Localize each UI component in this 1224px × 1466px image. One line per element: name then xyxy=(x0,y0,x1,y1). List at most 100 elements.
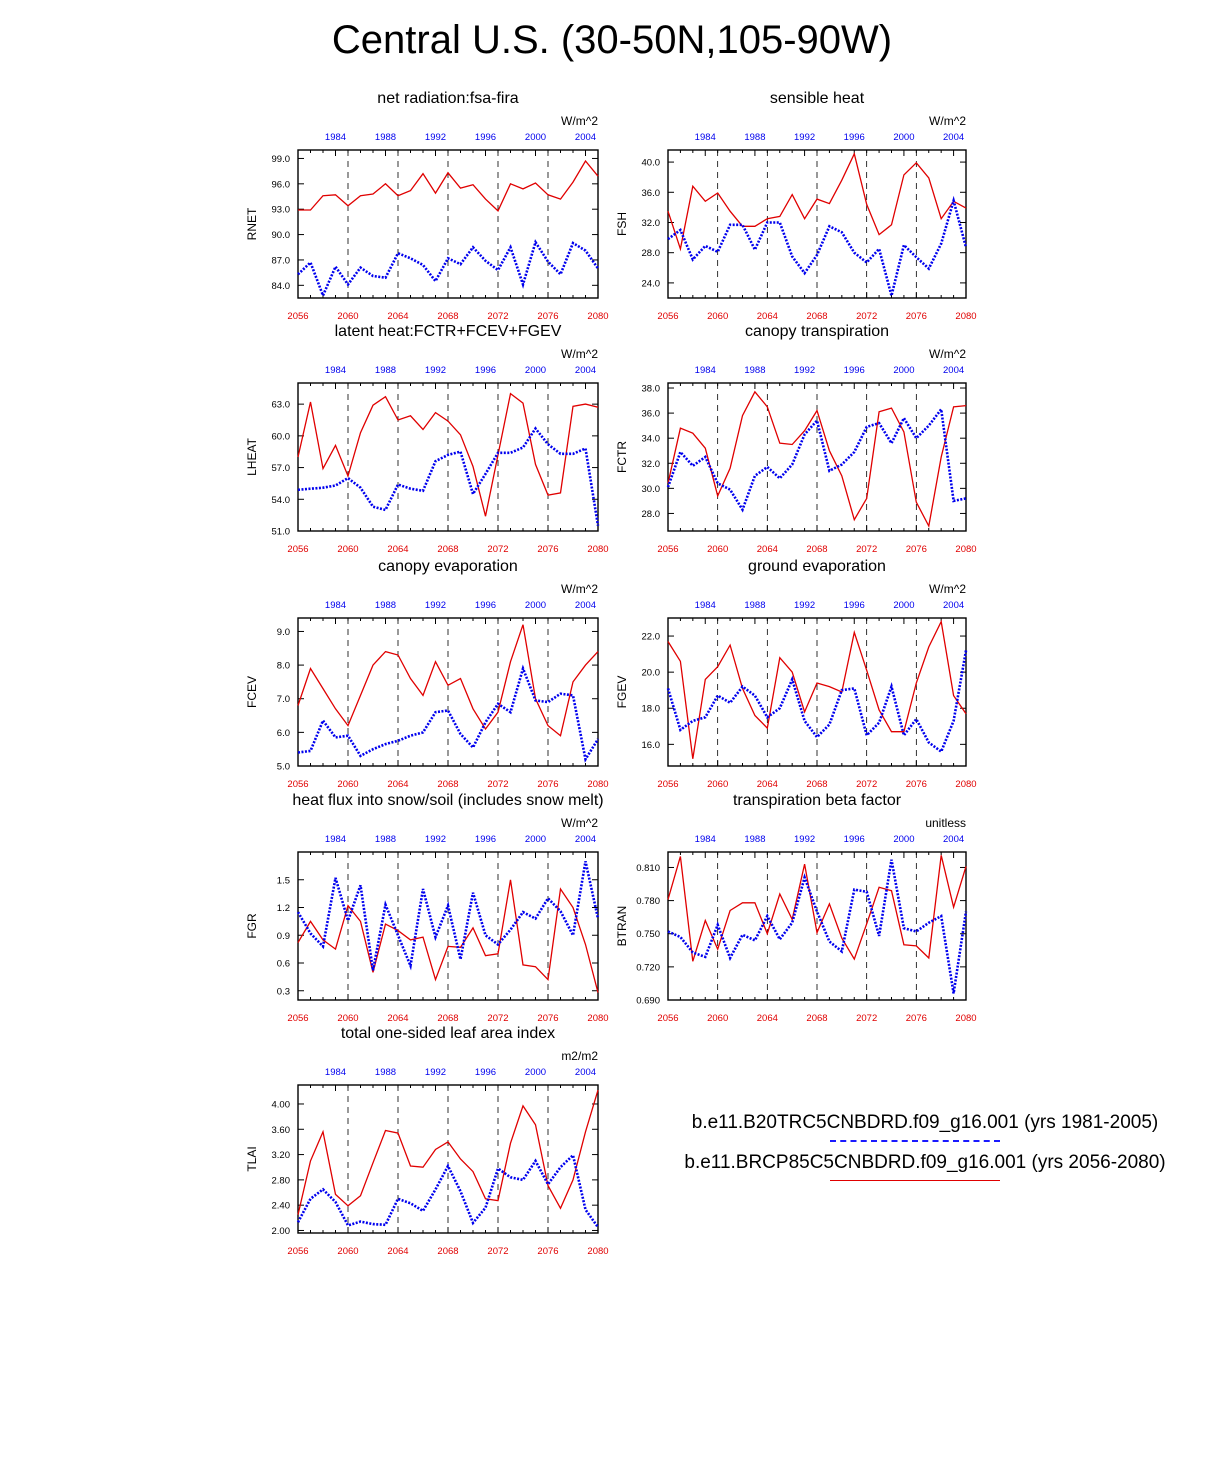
x-tick-label-hist: 1992 xyxy=(794,365,815,376)
series-line-future xyxy=(667,390,967,528)
x-tick-label-future: 2056 xyxy=(657,779,678,790)
series-line-hist xyxy=(297,664,600,763)
x-tick-label-hist: 1988 xyxy=(375,132,396,143)
x-tick-label-hist: 1984 xyxy=(695,132,716,143)
y-tick-label: 1.2 xyxy=(277,903,290,914)
y-tick-label: 3.60 xyxy=(272,1125,291,1136)
y-tick-label: 57.0 xyxy=(272,463,291,474)
y-axis-label: FGEV xyxy=(615,676,629,709)
y-tick-label: 54.0 xyxy=(272,495,291,506)
x-tick-label-hist: 2004 xyxy=(575,365,596,376)
y-tick-label: 3.20 xyxy=(272,1150,291,1161)
x-tick-label-hist: 2004 xyxy=(943,365,964,376)
y-tick-label: 0.780 xyxy=(636,896,660,907)
units-label: W/m^2 xyxy=(929,582,966,596)
y-tick-label: 63.0 xyxy=(272,400,291,411)
x-tick-label-hist: 1992 xyxy=(794,600,815,611)
x-tick-label-hist: 1984 xyxy=(325,600,346,611)
x-tick-label-future: 2072 xyxy=(487,544,508,555)
x-tick-label-future: 2060 xyxy=(707,311,728,322)
units-label: W/m^2 xyxy=(561,114,598,128)
y-tick-label: 16.0 xyxy=(642,740,661,751)
x-tick-label-future: 2080 xyxy=(587,1013,608,1024)
y-tick-label: 40.0 xyxy=(642,158,661,169)
x-tick-label-future: 2072 xyxy=(856,311,877,322)
chart-panel: canopy transpiration W/m^2 FCTR 2056 2060 206… xyxy=(615,323,977,555)
legend-hist-label: b.e11.B20TRC5CNBDRD.f09_g16.001 (yrs 198… xyxy=(691,1112,1159,1133)
x-tick-label-future: 2076 xyxy=(537,544,558,555)
y-tick-label: 20.0 xyxy=(642,668,661,679)
series-line-hist xyxy=(296,861,600,971)
x-tick-label-future: 2076 xyxy=(906,544,927,555)
y-tick-label: 9.0 xyxy=(277,627,290,638)
figure-title: Central U.S. (30-50N,105-90W) xyxy=(331,18,893,62)
x-tick-label-future: 2064 xyxy=(757,779,778,790)
x-tick-label-future: 2076 xyxy=(906,311,927,322)
x-tick-label-future: 2080 xyxy=(955,779,976,790)
x-tick-label-hist: 2004 xyxy=(943,600,964,611)
x-tick-label-future: 2060 xyxy=(707,779,728,790)
y-tick-label: 32.0 xyxy=(642,459,661,470)
x-tick-label-future: 2080 xyxy=(955,544,976,555)
chart-panel: transpiration beta factor unitless BTRAN 20… xyxy=(615,792,977,1024)
x-tick-label-hist: 1988 xyxy=(375,834,396,845)
x-tick-label-future: 2056 xyxy=(287,779,308,790)
y-tick-label: 96.0 xyxy=(272,179,291,190)
legend-future-line xyxy=(830,1180,1000,1181)
x-tick-label-future: 2068 xyxy=(437,1013,458,1024)
y-tick-label: 28.0 xyxy=(642,248,661,259)
chart-title: latent heat:FCTR+FCEV+FGEV xyxy=(335,323,562,340)
x-tick-label-future: 2076 xyxy=(537,1246,558,1257)
x-tick-label-hist: 2000 xyxy=(893,365,914,376)
y-tick-label: 4.00 xyxy=(272,1099,291,1110)
x-tick-label-future: 2080 xyxy=(587,1246,608,1257)
y-tick-label: 18.0 xyxy=(642,704,661,715)
x-tick-label-future: 2056 xyxy=(287,1013,308,1024)
x-tick-label-future: 2072 xyxy=(856,779,877,790)
y-tick-label: 0.810 xyxy=(636,863,660,874)
y-axis-label: LHEAT xyxy=(245,437,259,475)
y-tick-label: 36.0 xyxy=(642,409,661,420)
x-tick-label-future: 2072 xyxy=(487,1013,508,1024)
y-tick-label: 6.0 xyxy=(277,728,290,739)
x-tick-label-hist: 1996 xyxy=(475,132,496,143)
x-tick-label-future: 2064 xyxy=(757,311,778,322)
x-tick-label-future: 2064 xyxy=(387,1013,408,1024)
x-tick-label-future: 2072 xyxy=(856,544,877,555)
x-tick-label-future: 2060 xyxy=(337,779,358,790)
x-tick-label-future: 2056 xyxy=(287,1246,308,1257)
x-tick-label-hist: 1984 xyxy=(325,834,346,845)
y-tick-label: 0.3 xyxy=(277,986,290,997)
x-tick-label-future: 2072 xyxy=(487,1246,508,1257)
chart-title: canopy evaporation xyxy=(378,558,518,575)
x-tick-label-future: 2080 xyxy=(587,544,608,555)
x-tick-label-future: 2064 xyxy=(387,779,408,790)
units-label: unitless xyxy=(925,816,966,830)
y-tick-label: 0.6 xyxy=(277,959,290,970)
y-tick-label: 38.0 xyxy=(642,384,661,395)
x-tick-label-future: 2064 xyxy=(757,1013,778,1024)
x-tick-label-future: 2068 xyxy=(437,544,458,555)
x-tick-label-future: 2068 xyxy=(806,779,827,790)
y-axis-label: BTRAN xyxy=(615,906,629,947)
x-tick-label-hist: 1996 xyxy=(475,834,496,845)
y-axis-label: TLAI xyxy=(245,1146,259,1171)
y-tick-label: 1.5 xyxy=(277,875,290,886)
chart-title: transpiration beta factor xyxy=(733,792,902,809)
x-tick-label-hist: 1996 xyxy=(475,365,496,376)
y-tick-label: 0.720 xyxy=(636,962,660,973)
series-line-hist xyxy=(667,859,968,994)
y-axis-label: RNET xyxy=(245,207,259,240)
x-tick-label-hist: 2004 xyxy=(575,132,596,143)
chart-title: sensible heat xyxy=(770,90,865,107)
y-axis-label: FCEV xyxy=(245,676,259,708)
x-tick-label-future: 2076 xyxy=(537,311,558,322)
x-tick-label-hist: 2004 xyxy=(943,132,964,143)
x-tick-label-hist: 1988 xyxy=(375,365,396,376)
x-tick-label-hist: 2000 xyxy=(525,365,546,376)
x-tick-label-future: 2060 xyxy=(337,1246,358,1257)
x-tick-label-future: 2076 xyxy=(906,1013,927,1024)
x-tick-label-hist: 1992 xyxy=(425,600,446,611)
series-line-hist xyxy=(297,239,600,299)
